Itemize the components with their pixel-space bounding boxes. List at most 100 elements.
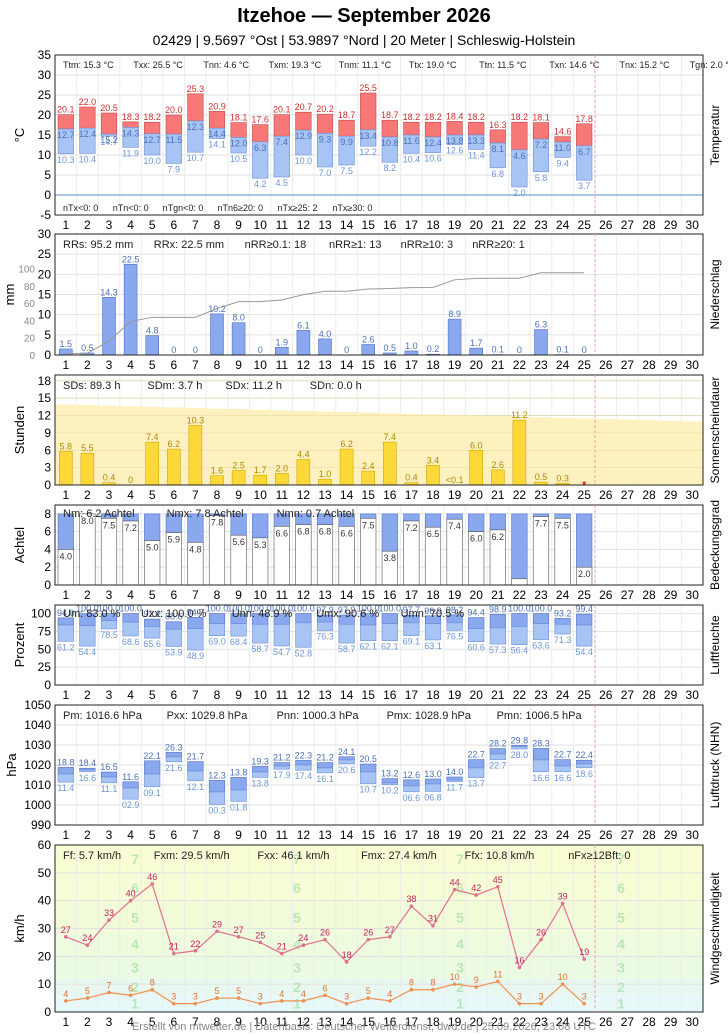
tmax-label: 18.2 (424, 112, 442, 122)
gust-point (150, 882, 154, 886)
tmax-bar (446, 121, 463, 136)
pressure-upper-bar (446, 776, 463, 781)
x-tick-label: 29 (664, 1015, 678, 1029)
y-tick-label: 50 (38, 642, 52, 656)
humidity-max-label: 97.7 (403, 605, 421, 615)
y-tick-label: 0 (44, 188, 51, 202)
humidity-upper-bar (295, 613, 312, 624)
tmean-label: 10.8 (381, 138, 399, 148)
tmin-label: 7.5 (340, 166, 353, 176)
x-tick-label: 1 (62, 358, 69, 372)
x-tick-label: 8 (214, 688, 221, 702)
y-axis-label: mm (2, 284, 17, 306)
stat-label: Ttx: 19.0 °C (409, 60, 457, 70)
cloud-clear-part (576, 513, 593, 568)
y-tick-label: 60 (38, 838, 52, 852)
cloud-label: 5.3 (254, 540, 267, 550)
pressure-min-label: 11.4 (57, 783, 74, 793)
x-tick-label: 18 (426, 358, 440, 372)
pressure-lower-bar (165, 756, 182, 763)
cloud-clear-part (424, 513, 442, 528)
x-tick-label: 5 (149, 588, 156, 602)
gust-point (128, 898, 133, 903)
x-tick-label: 14 (340, 218, 354, 232)
panel-border (54, 844, 704, 1013)
tmax-label: 20.1 (273, 105, 291, 115)
mean-wind-point (64, 999, 68, 1003)
pressure-max-label: 22.7 (467, 750, 485, 760)
tmean-label: 12.9 (295, 131, 313, 141)
current-day-marker (582, 481, 586, 485)
x-tick-label: 4 (127, 488, 134, 502)
humidity-lower-bar (511, 626, 528, 646)
mean-wind-label: 5 (214, 986, 219, 996)
y-tick-label: 15 (38, 128, 52, 142)
stat-label: Txm: 19.3 °C (269, 60, 322, 70)
gust-point (301, 943, 306, 947)
mean-wind-label: 3 (582, 992, 587, 1002)
tmin-bar (403, 134, 420, 154)
sunshine-bar (167, 448, 181, 486)
cloud-clear-part (403, 513, 420, 522)
x-tick-label: 17 (405, 358, 419, 372)
cloud-clear-part (468, 513, 485, 532)
stat-label: Ffx: 10.8 km/h (465, 850, 535, 862)
mean-wind-point (388, 999, 392, 1003)
stat-label: Tnm: 11.1 °C (339, 60, 392, 70)
beaufort-number: 2 (617, 979, 625, 995)
x-tick-label: 13 (318, 1015, 332, 1029)
cloud-clear-part (554, 513, 571, 519)
tmean-label: 12.0 (230, 138, 248, 148)
pressure-max-label: 21.2 (273, 753, 291, 763)
x-tick-label: 19 (448, 828, 462, 842)
tmax-bar (57, 114, 74, 130)
y-axis-label: °C (12, 128, 27, 143)
beaufort-number: 6 (617, 880, 625, 896)
mean-wind-label: 7 (106, 981, 111, 991)
possible-sunshine (616, 419, 639, 485)
humidity-lower-bar (252, 623, 269, 644)
precip-label: 0 (258, 345, 263, 355)
tmin-label: 10.3 (57, 155, 75, 165)
x-tick-label: 3 (106, 588, 113, 602)
beaufort-number: 5 (293, 909, 301, 925)
humidity-min-label: 52.8 (295, 648, 313, 658)
panel-border (54, 233, 704, 356)
x-tick-label: 17 (405, 688, 419, 702)
pressure-upper-bar (532, 748, 550, 761)
mean-wind-point (366, 996, 371, 1000)
x-tick-label: 2 (84, 828, 91, 842)
cloud-clear-part (252, 513, 269, 539)
mean-wind-label: 10 (558, 972, 568, 982)
x-tick-label: 5 (149, 688, 156, 702)
x-tick-label: 23 (534, 588, 548, 602)
mean-wind-point (560, 982, 565, 986)
cloud-clear-part (511, 513, 528, 580)
x-tick-label: 24 (556, 1015, 570, 1029)
x-tick-label: 26 (599, 688, 613, 702)
precip-label: 1.9 (276, 337, 289, 347)
mean-wind-label: 3 (171, 992, 176, 1002)
stat-label: nRR≥20: 1 (472, 239, 525, 251)
x-tick-label: 19 (448, 358, 462, 372)
mean-wind-label: 9 (474, 975, 479, 985)
pressure-lower-bar (144, 773, 161, 788)
pressure-lower-bar (316, 767, 334, 774)
x-tick-label: 18 (426, 218, 440, 232)
sunshine-bar (253, 474, 267, 486)
possible-sunshine (227, 409, 250, 485)
x-tick-label: 22 (513, 488, 527, 502)
x-tick-label: 21 (491, 588, 505, 602)
humidity-min-label: 60.6 (467, 643, 485, 653)
y-tick-label: 10 (38, 148, 52, 162)
stat-label: Pmn: 1006.5 hPa (497, 710, 583, 722)
gust-point (582, 957, 586, 961)
cloud-label: 5.9 (168, 535, 181, 545)
precip-bar (318, 338, 332, 356)
gust-label: 29 (212, 919, 222, 929)
x-tick-label: 21 (491, 828, 505, 842)
y-tick-label: 15 (38, 288, 52, 302)
gust-label: 33 (104, 908, 114, 918)
precip-bar (361, 344, 375, 356)
gust-label: 27 (234, 925, 244, 935)
